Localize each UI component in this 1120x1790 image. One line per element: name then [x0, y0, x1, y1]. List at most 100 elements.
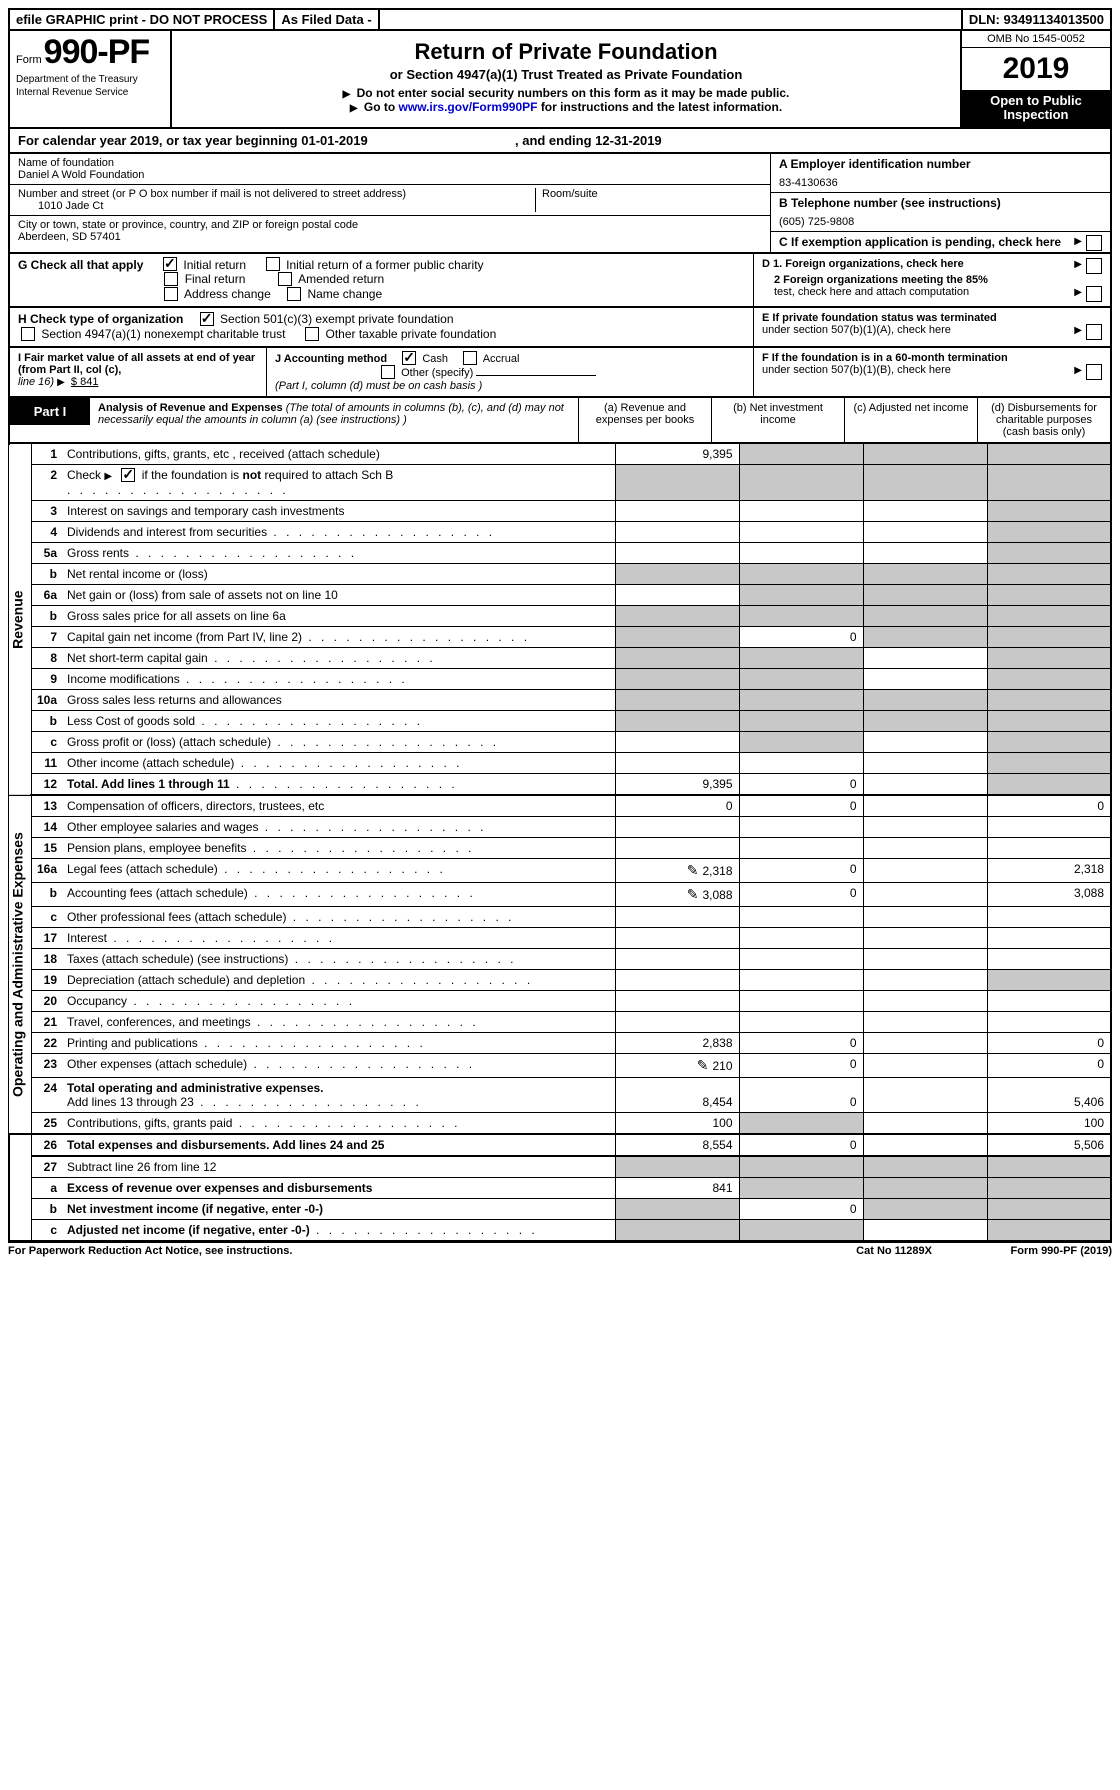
- checkbox-j-other[interactable]: [381, 365, 395, 379]
- section-h: H Check type of organization Section 501…: [10, 308, 754, 346]
- table-row: bAccounting fees (attach schedule)✎3,088…: [9, 882, 1111, 906]
- attach-icon[interactable]: ✎: [687, 862, 699, 879]
- revenue-side-label: Revenue: [9, 444, 31, 795]
- attach-icon[interactable]: ✎: [697, 1057, 709, 1074]
- f-label-b: under section 507(b)(1)(B), check here: [762, 364, 951, 376]
- checkbox-c[interactable]: [1086, 235, 1102, 251]
- table-row: 14Other employee salaries and wages: [9, 816, 1111, 837]
- table-row: 10aGross sales less returns and allowanc…: [9, 689, 1111, 710]
- d1-label: D 1. Foreign organizations, check here: [762, 258, 964, 270]
- table-row: cOther professional fees (attach schedul…: [9, 906, 1111, 927]
- footer-form: Form 990-PF (2019): [932, 1245, 1112, 1257]
- table-row: 12Total. Add lines 1 through 119,3950: [9, 773, 1111, 795]
- title-cell: Return of Private Foundation or Section …: [172, 31, 960, 127]
- checkbox-final[interactable]: [164, 272, 178, 286]
- topbar-spacer: [380, 10, 963, 29]
- table-row: 9Income modifications: [9, 668, 1111, 689]
- part1-desc: Analysis of Revenue and Expenses (The to…: [90, 398, 579, 442]
- ein-value: 83-4130636: [779, 177, 1102, 189]
- i-label: I Fair market value of all assets at end…: [18, 352, 255, 376]
- col-b-header: (b) Net investment income: [712, 398, 845, 442]
- dept-irs: Internal Revenue Service: [16, 87, 164, 98]
- instr-goto-pre: Go to: [364, 100, 399, 114]
- arrow-icon: [1074, 258, 1082, 270]
- table-row: 2 Check if the foundation is not require…: [9, 464, 1111, 500]
- irs-link[interactable]: www.irs.gov/Form990PF: [399, 100, 538, 114]
- footer-cat: Cat No 11289X: [856, 1245, 932, 1257]
- checkbox-4947[interactable]: [21, 327, 35, 341]
- table-row: 24 Total operating and administrative ex…: [9, 1077, 1111, 1112]
- instr-goto-post: for instructions and the latest informat…: [541, 100, 782, 114]
- ein-label: A Employer identification number: [779, 157, 1102, 171]
- open-public-badge: Open to PublicInspection: [962, 90, 1110, 127]
- checkbox-d2[interactable]: [1086, 286, 1102, 302]
- address: 1010 Jade Ct: [18, 200, 535, 212]
- info-left: Name of foundation Daniel A Wold Foundat…: [10, 154, 770, 252]
- table-row: 16aLegal fees (attach schedule)✎2,31802,…: [9, 858, 1111, 882]
- checkbox-cash[interactable]: [402, 351, 416, 365]
- table-row: 25Contributions, gifts, grants paid10010…: [9, 1112, 1111, 1134]
- table-row: 26 Total expenses and disbursements. Add…: [9, 1134, 1111, 1156]
- footer-left: For Paperwork Reduction Act Notice, see …: [8, 1245, 856, 1257]
- table-row: 7Capital gain net income (from Part IV, …: [9, 626, 1111, 647]
- checkbox-other-taxable[interactable]: [305, 327, 319, 341]
- as-filed: As Filed Data -: [275, 10, 379, 29]
- checkbox-e[interactable]: [1086, 324, 1102, 340]
- checkbox-d1[interactable]: [1086, 258, 1102, 274]
- phone-value: (605) 725-9808: [779, 216, 1102, 228]
- part1-header: Part I Analysis of Revenue and Expenses …: [8, 398, 1112, 444]
- arrow-icon: [350, 100, 361, 114]
- g-label: G Check all that apply: [18, 258, 143, 272]
- table-row: 18Taxes (attach schedule) (see instructi…: [9, 948, 1111, 969]
- table-row: cGross profit or (loss) (attach schedule…: [9, 731, 1111, 752]
- checkbox-initial[interactable]: [163, 257, 177, 271]
- expenses-side-label: Operating and Administrative Expenses: [9, 795, 31, 1134]
- arrow-icon: [57, 376, 68, 388]
- form-number: 990-PF: [44, 33, 150, 72]
- tax-year: 2019: [962, 48, 1110, 90]
- table-row: Operating and Administrative Expenses 13…: [9, 795, 1111, 817]
- table-row: 23Other expenses (attach schedule)✎21000: [9, 1053, 1111, 1077]
- table-row: aExcess of revenue over expenses and dis…: [9, 1177, 1111, 1198]
- info-right: A Employer identification number 83-4130…: [770, 154, 1110, 252]
- year-cell: OMB No 1545-0052 2019 Open to PublicInsp…: [960, 31, 1110, 127]
- phone-label: B Telephone number (see instructions): [779, 196, 1102, 210]
- checkbox-initial-former[interactable]: [266, 257, 280, 271]
- table-row: bNet investment income (if negative, ent…: [9, 1198, 1111, 1219]
- form-id-cell: Form 990-PF Department of the Treasury I…: [10, 31, 172, 127]
- table-row: 17Interest: [9, 927, 1111, 948]
- table-row: 19Depreciation (attach schedule) and dep…: [9, 969, 1111, 990]
- d2-label-b: test, check here and attach computation: [774, 286, 969, 298]
- checkbox-sch-b[interactable]: [121, 468, 135, 482]
- part1-table: Revenue 1 Contributions, gifts, grants, …: [8, 444, 1112, 1242]
- room-suite-label: Room/suite: [535, 188, 762, 212]
- checkbox-addr-change[interactable]: [164, 287, 178, 301]
- checkbox-f[interactable]: [1086, 364, 1102, 380]
- attach-icon[interactable]: ✎: [687, 886, 699, 903]
- table-row: 4Dividends and interest from securities: [9, 521, 1111, 542]
- col-c-header: (c) Adjusted net income: [845, 398, 978, 442]
- h-label: H Check type of organization: [18, 312, 183, 326]
- checkbox-amended[interactable]: [278, 272, 292, 286]
- table-row: 21Travel, conferences, and meetings: [9, 1011, 1111, 1032]
- page-footer: For Paperwork Reduction Act Notice, see …: [8, 1242, 1112, 1257]
- j-label: J Accounting method: [275, 353, 387, 365]
- arrow-icon: [1074, 286, 1082, 298]
- section-i: I Fair market value of all assets at end…: [10, 348, 267, 396]
- checkbox-501c3[interactable]: [200, 312, 214, 326]
- section-ijf: I Fair market value of all assets at end…: [8, 348, 1112, 398]
- j-note: (Part I, column (d) must be on cash basi…: [275, 380, 482, 392]
- table-row: 20Occupancy: [9, 990, 1111, 1011]
- arrow-icon: [104, 468, 115, 482]
- instr-ssn: Do not enter social security numbers on …: [357, 86, 790, 100]
- checkbox-name-change[interactable]: [287, 287, 301, 301]
- checkbox-accrual[interactable]: [463, 351, 477, 365]
- table-row: bLess Cost of goods sold: [9, 710, 1111, 731]
- part1-label: Part I: [10, 398, 90, 425]
- city-label: City or town, state or province, country…: [18, 219, 762, 231]
- city-state-zip: Aberdeen, SD 57401: [18, 231, 762, 243]
- form-subtitle: or Section 4947(a)(1) Trust Treated as P…: [180, 67, 952, 82]
- table-row: cAdjusted net income (if negative, enter…: [9, 1219, 1111, 1241]
- section-g: G Check all that apply Initial return In…: [10, 254, 754, 306]
- arrow-icon: [343, 86, 354, 100]
